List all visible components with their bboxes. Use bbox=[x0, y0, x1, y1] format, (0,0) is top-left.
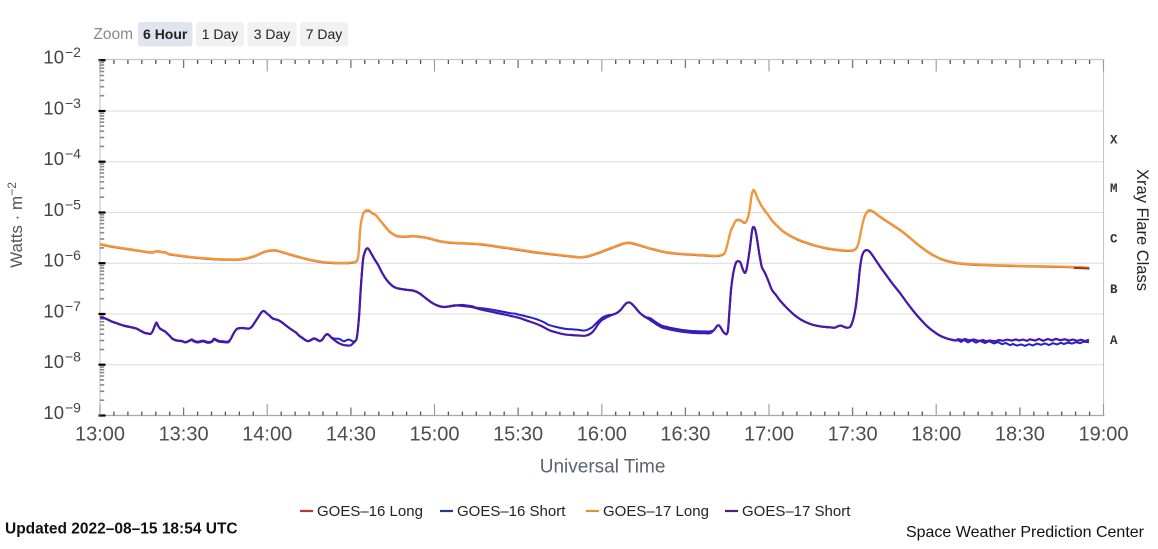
svg-text:−5: −5 bbox=[65, 197, 81, 213]
svg-text:13:30: 13:30 bbox=[159, 424, 209, 446]
svg-text:10: 10 bbox=[43, 351, 64, 372]
svg-text:B: B bbox=[1110, 283, 1118, 297]
svg-text:10: 10 bbox=[43, 148, 64, 169]
svg-text:C: C bbox=[1110, 233, 1118, 247]
svg-text:10: 10 bbox=[43, 199, 64, 220]
svg-text:Universal Time: Universal Time bbox=[540, 457, 666, 478]
svg-text:−7: −7 bbox=[65, 298, 81, 314]
svg-text:17:00: 17:00 bbox=[744, 424, 794, 446]
svg-text:15:00: 15:00 bbox=[409, 424, 459, 446]
svg-text:6 Hour: 6 Hour bbox=[143, 26, 188, 42]
svg-text:16:30: 16:30 bbox=[660, 424, 710, 446]
svg-text:10: 10 bbox=[43, 250, 64, 271]
svg-text:Xray Flare Class: Xray Flare Class bbox=[1133, 169, 1151, 291]
svg-text:A: A bbox=[1110, 334, 1118, 348]
svg-text:Zoom: Zoom bbox=[93, 26, 133, 43]
svg-text:−6: −6 bbox=[65, 247, 81, 263]
svg-text:16:00: 16:00 bbox=[577, 424, 627, 446]
svg-text:17:30: 17:30 bbox=[828, 424, 878, 446]
svg-text:X: X bbox=[1110, 133, 1118, 147]
svg-text:−9: −9 bbox=[65, 400, 81, 416]
svg-text:18:00: 18:00 bbox=[911, 424, 961, 446]
svg-text:M: M bbox=[1110, 182, 1118, 196]
svg-text:−8: −8 bbox=[65, 349, 81, 365]
svg-text:13:00: 13:00 bbox=[75, 424, 125, 446]
svg-text:1 Day: 1 Day bbox=[202, 26, 239, 42]
svg-text:GOES–17 Long: GOES–17 Long bbox=[603, 503, 709, 520]
svg-text:GOES–17 Short: GOES–17 Short bbox=[742, 503, 851, 520]
svg-text:15:30: 15:30 bbox=[493, 424, 543, 446]
svg-text:GOES–16 Short: GOES–16 Short bbox=[457, 503, 566, 520]
svg-text:10: 10 bbox=[43, 402, 64, 423]
svg-text:19:00: 19:00 bbox=[1078, 424, 1128, 446]
svg-text:−2: −2 bbox=[65, 44, 81, 60]
svg-text:14:00: 14:00 bbox=[242, 424, 292, 446]
svg-text:Updated 2022–08–15 18:54 UTC: Updated 2022–08–15 18:54 UTC bbox=[5, 521, 238, 538]
svg-text:Watts · m−2: Watts · m−2 bbox=[5, 182, 26, 268]
svg-text:Space Weather Prediction Cente: Space Weather Prediction Center bbox=[906, 524, 1145, 541]
svg-text:−4: −4 bbox=[65, 146, 81, 162]
svg-text:−3: −3 bbox=[65, 95, 81, 111]
svg-text:18:30: 18:30 bbox=[995, 424, 1045, 446]
svg-text:14:30: 14:30 bbox=[326, 424, 376, 446]
svg-text:10: 10 bbox=[43, 301, 64, 322]
svg-text:10: 10 bbox=[43, 98, 64, 119]
svg-text:7 Day: 7 Day bbox=[306, 26, 343, 42]
svg-text:3 Day: 3 Day bbox=[254, 26, 291, 42]
svg-text:10: 10 bbox=[43, 47, 64, 68]
svg-text:GOES–16 Long: GOES–16 Long bbox=[317, 503, 423, 520]
